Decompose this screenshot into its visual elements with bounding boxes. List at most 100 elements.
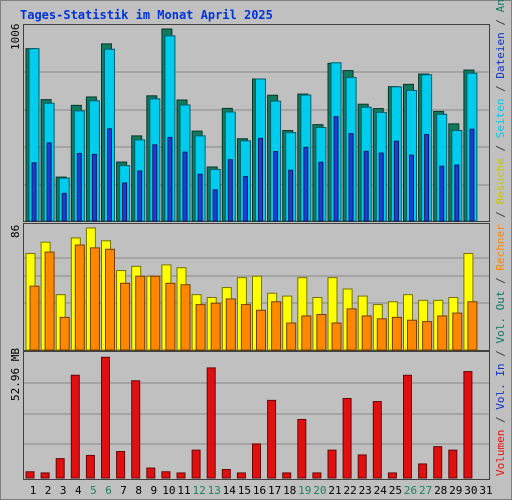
- x-tick-label: 26: [404, 484, 417, 497]
- bar-rechner-day-22: [346, 308, 357, 351]
- bar-rechner-day-26: [407, 319, 417, 351]
- bar-rechner-day-21: [331, 322, 342, 351]
- bar-rechner-day-9: [150, 275, 161, 351]
- bar-seiten-day-13: [212, 189, 218, 222]
- bar-rechner-day-8: [135, 275, 146, 351]
- bar-volumen-day-26: [403, 374, 412, 479]
- bar-seiten-day-24: [378, 152, 384, 222]
- x-tick-label: 4: [75, 484, 82, 497]
- x-tick-label: 21: [328, 484, 341, 497]
- x-tick-label: 3: [60, 484, 67, 497]
- bar-seiten-day-11: [182, 151, 188, 222]
- panel-bottom-scale-label: 52.96 MB: [9, 348, 22, 401]
- bar-seiten-day-8: [137, 170, 143, 222]
- x-tick-label: 13: [208, 484, 221, 497]
- bar-seiten-day-15: [242, 176, 248, 222]
- bar-volumen-day-9: [146, 467, 156, 479]
- bar-volumen-day-3: [55, 458, 65, 479]
- x-tick-label: 22: [343, 484, 356, 497]
- side-legend-part: Seiten: [494, 98, 507, 138]
- bar-volumen-day-13: [206, 367, 216, 479]
- x-tick-label: 25: [389, 484, 402, 497]
- bar-rechner-day-10: [165, 282, 176, 351]
- bar-volumen-day-21: [327, 449, 337, 479]
- side-legend-part: /: [494, 271, 507, 291]
- x-tick-label: 8: [135, 484, 142, 497]
- bar-seiten-day-26: [409, 154, 414, 222]
- bar-rechner-day-11: [180, 284, 191, 351]
- side-legend-part: Vol. Out: [494, 291, 507, 344]
- bar-rechner-day-2: [44, 251, 55, 351]
- side-legend-part: /: [494, 344, 507, 364]
- bar-rechner-day-3: [59, 316, 70, 351]
- side-legend-part: Vol. In: [494, 363, 507, 409]
- bar-volumen-day-24: [372, 401, 382, 479]
- bar-seiten-day-16: [258, 137, 263, 222]
- bar-seiten-day-29: [454, 164, 460, 222]
- bar-rechner-day-29: [452, 312, 463, 351]
- bar-rechner-day-24: [376, 318, 387, 351]
- bar-volumen-day-29: [448, 449, 458, 479]
- side-legend: Volumen / Vol. In / Vol. Out / Rechner /…: [494, 0, 507, 476]
- chart-title: Tages-Statistik im Monat April 2025: [20, 8, 273, 22]
- bar-rechner-day-17: [271, 301, 282, 351]
- bar-volumen-day-18: [282, 472, 292, 479]
- x-tick-label: 29: [449, 484, 462, 497]
- bar-seiten-day-27: [424, 134, 430, 222]
- bar-volumen-day-14: [221, 468, 231, 479]
- bar-rechner-day-23: [361, 315, 372, 351]
- x-tick-label: 10: [162, 484, 175, 497]
- bars: [25, 28, 478, 479]
- x-tick-label: 9: [150, 484, 157, 497]
- panel-top-frame: [23, 24, 490, 222]
- x-tick-label: 23: [359, 484, 372, 497]
- bar-rechner-day-30: [467, 301, 478, 351]
- bar-seiten-day-30: [469, 128, 475, 222]
- x-tick-label: 14: [223, 484, 237, 497]
- x-tick-label: 19: [298, 484, 311, 497]
- x-tick-label: 17: [268, 484, 281, 497]
- bar-rechner-day-1: [29, 285, 40, 351]
- x-tick-label: 30: [464, 484, 477, 497]
- bar-seiten-day-6: [107, 128, 112, 222]
- bar-volumen-day-20: [312, 472, 322, 479]
- bar-rechner-day-25: [391, 316, 402, 351]
- panel-top-scale-label: 1006: [9, 24, 22, 51]
- x-tick-label: 5: [90, 484, 97, 497]
- bar-rechner-day-7: [120, 282, 131, 351]
- bar-rechner-day-15: [240, 304, 251, 351]
- x-tick-label: 1: [30, 484, 37, 497]
- x-tick-label: 16: [253, 484, 266, 497]
- side-legend-part: Dateien: [494, 32, 507, 78]
- side-legend-part: Anfragen: [494, 0, 507, 12]
- bar-volumen-day-19: [297, 418, 307, 479]
- side-legend-part: /: [494, 12, 507, 32]
- x-tick-label: 11: [177, 484, 190, 497]
- bar-volumen-day-1: [25, 471, 35, 479]
- bar-volumen-day-7: [116, 451, 126, 479]
- bar-volumen-day-25: [387, 472, 397, 479]
- x-tick-label: 7: [120, 484, 127, 497]
- bar-seiten-day-19: [303, 146, 309, 222]
- bar-volumen-day-2: [40, 472, 50, 479]
- bar-volumen-day-17: [267, 399, 277, 479]
- bar-rechner-day-6: [105, 248, 115, 351]
- bar-seiten-day-21: [333, 116, 339, 222]
- bar-seiten-day-7: [122, 182, 128, 222]
- bar-seiten-day-23: [363, 150, 369, 222]
- x-tick-label: 20: [313, 484, 326, 497]
- bar-volumen-day-4: [70, 374, 80, 479]
- side-legend-part: Volumen: [494, 430, 507, 476]
- bar-seiten-day-28: [439, 165, 445, 222]
- bar-volumen-day-8: [131, 380, 141, 479]
- side-legend-part: Besuche: [494, 158, 507, 204]
- x-tick-label: 2: [45, 484, 52, 497]
- bar-rechner-day-5: [89, 247, 100, 351]
- bar-seiten-day-3: [61, 192, 67, 222]
- bar-volumen-day-16: [252, 443, 261, 479]
- bar-seiten-day-1: [31, 162, 37, 222]
- bar-volumen-day-11: [176, 472, 186, 479]
- bar-rechner-day-4: [74, 244, 85, 351]
- bar-volumen-day-5: [85, 454, 95, 479]
